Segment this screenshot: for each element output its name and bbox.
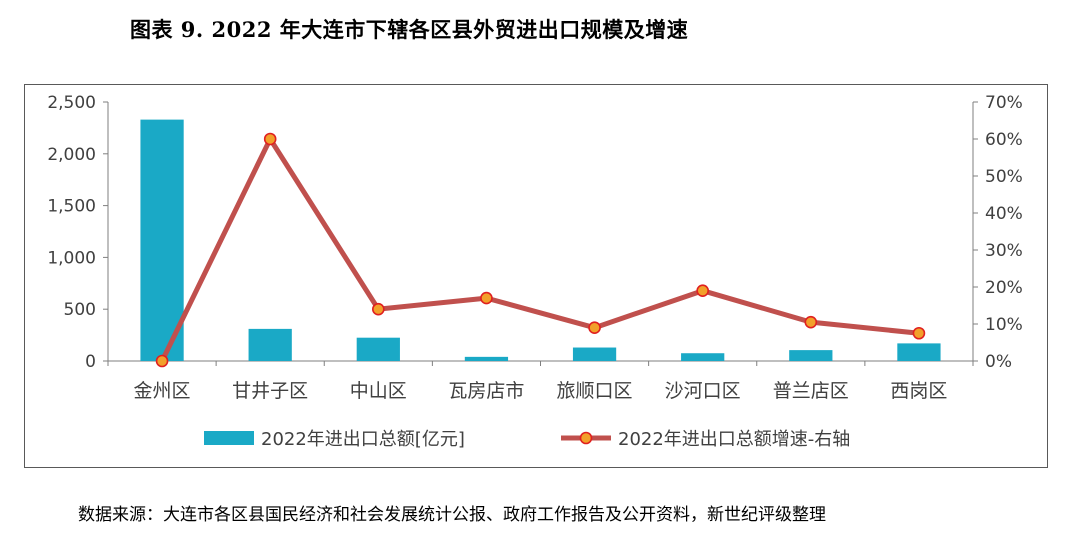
- x-category-label: 旅顺口区: [557, 380, 633, 402]
- bar-2: [248, 328, 292, 361]
- x-category-label: 普兰店区: [773, 380, 849, 402]
- right-tick-label: 20%: [985, 278, 1023, 298]
- right-tick-label: 40%: [985, 204, 1023, 224]
- right-tick-label: 60%: [985, 130, 1023, 150]
- x-category-label: 瓦房店市: [448, 380, 524, 402]
- growth-point-6: [696, 284, 709, 298]
- right-tick-label: 50%: [985, 167, 1023, 187]
- x-category-label: 金州区: [134, 380, 191, 402]
- bar-4: [464, 356, 509, 361]
- labels-group: 0 500 1,000 1,500 2,000 2,500 0% 10% 20% 30% 40% 50…: [47, 93, 1022, 402]
- bars-group: [140, 119, 941, 361]
- chart-title: 图表 9. 2022 年大连市下辖各区县外贸进出口规模及增速: [130, 17, 689, 42]
- legend-swatch-marker: [579, 431, 593, 445]
- left-tick-label: 500: [64, 300, 96, 320]
- growth-point-7: [804, 315, 818, 329]
- source-note: 数据来源：大连市各区县国民经济和社会发展统计公报、政府工作报告及公开资料，新世纪…: [78, 505, 826, 525]
- legend-label-bar: 2022年进出口总额[亿元]: [261, 429, 465, 450]
- bar-3: [356, 337, 400, 361]
- x-category-label: 中山区: [350, 380, 407, 402]
- left-tick-label: 1,000: [47, 248, 96, 268]
- left-tick-label: 0: [85, 352, 96, 372]
- left-tick-label: 2,500: [47, 93, 96, 113]
- growth-point-3: [372, 302, 385, 316]
- bar-7: [789, 350, 833, 361]
- growth-line-series: [159, 136, 920, 363]
- right-tick-label: 70%: [985, 93, 1023, 113]
- growth-point-5: [588, 321, 601, 335]
- x-category-label: 甘井子区: [232, 380, 308, 402]
- right-tick-label: 0%: [985, 352, 1012, 372]
- growth-point-2: [263, 132, 277, 146]
- line-group: [155, 132, 926, 368]
- right-tick-label: 10%: [985, 315, 1023, 335]
- left-tick-label: 1,500: [47, 197, 96, 217]
- growth-point-1: [155, 354, 169, 368]
- growth-point-8: [912, 326, 926, 340]
- bar-1: [140, 119, 184, 361]
- left-tick-label: 2,000: [47, 145, 96, 165]
- bar-6: [681, 353, 725, 361]
- x-category-label: 西岗区: [890, 380, 947, 402]
- bar-5: [572, 347, 617, 361]
- right-tick-label: 30%: [985, 241, 1023, 261]
- legend-swatch-bar: [204, 431, 254, 445]
- bar-8: [897, 343, 941, 361]
- chart-frame: [24, 84, 1048, 468]
- x-category-label: 沙河口区: [665, 380, 741, 402]
- legend-label-line: 2022年进出口总额增速-右轴: [618, 429, 850, 450]
- growth-point-4: [480, 291, 493, 305]
- legend-group: 2022年进出口总额[亿元] 2022年进出口总额增速-右轴: [204, 429, 850, 450]
